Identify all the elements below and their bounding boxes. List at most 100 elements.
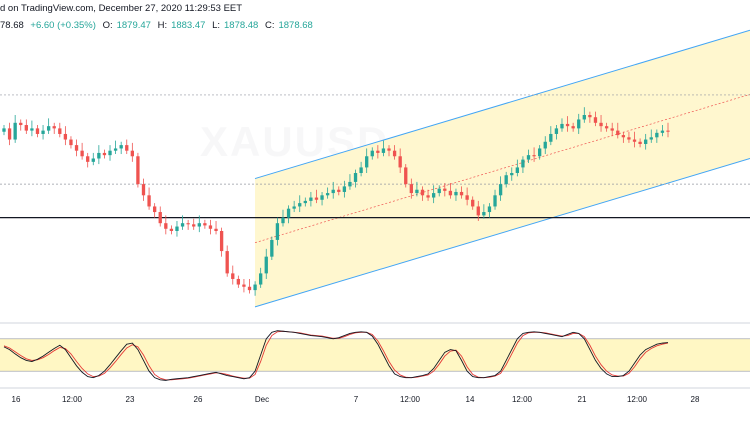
- candle-body: [353, 173, 358, 182]
- candle-body: [476, 206, 480, 216]
- low-value: 1878.48: [224, 20, 259, 31]
- publisher-text: d on TradingView.com, December 27, 2020 …: [0, 3, 243, 14]
- candle-body: [197, 223, 201, 227]
- candle-body: [264, 256, 268, 274]
- candle-body: [113, 148, 118, 151]
- candle-body: [46, 126, 51, 131]
- candle-body: [560, 123, 564, 129]
- candle-body: [376, 150, 380, 153]
- candles: [2, 107, 670, 296]
- candle-body: [108, 150, 112, 156]
- candle-body: [532, 155, 536, 157]
- candle-body: [638, 141, 642, 144]
- candle-body: [404, 167, 408, 185]
- candle-body: [571, 126, 575, 129]
- candle-body: [415, 189, 419, 194]
- stoch-band-fill: [0, 338, 750, 372]
- candle-body: [599, 122, 603, 127]
- candle-body: [259, 273, 263, 285]
- candle-body: [593, 117, 598, 123]
- open-value: 1879.47: [116, 20, 151, 31]
- candle-body: [325, 193, 330, 196]
- candle-body: [465, 195, 469, 200]
- candle-body: [175, 226, 179, 231]
- candle-body: [409, 184, 413, 194]
- candle-body: [487, 206, 492, 213]
- stoch-k-line: [3, 330, 669, 381]
- close-label: C:: [264, 20, 275, 31]
- candle-body: [147, 195, 151, 207]
- candle-body: [275, 223, 280, 240]
- candle-body: [7, 128, 12, 140]
- candle-body: [521, 159, 525, 168]
- candle-body: [649, 137, 653, 140]
- high-label: H:: [157, 20, 168, 31]
- candle-body: [35, 128, 40, 134]
- candle-body: [454, 191, 458, 196]
- candle-body: [97, 152, 101, 159]
- candle-body: [270, 239, 274, 257]
- candle-body: [381, 148, 386, 153]
- time-tick-label: 12:00: [512, 395, 533, 404]
- candle-body: [281, 217, 285, 224]
- candle-body: [58, 128, 62, 134]
- candle-body: [526, 155, 531, 160]
- candle-body: [398, 156, 402, 168]
- candle-body: [515, 167, 520, 173]
- candle-body: [621, 135, 626, 138]
- candle-body: [543, 141, 547, 149]
- candle-body: [208, 225, 213, 229]
- candle-body: [431, 193, 436, 198]
- candle-body: [102, 152, 107, 156]
- candle-body: [2, 128, 6, 132]
- candle-body: [286, 208, 291, 218]
- close-value: 1878.68: [278, 20, 313, 31]
- candle-body: [152, 206, 157, 213]
- candle-body: [660, 130, 665, 133]
- candle-body: [214, 228, 218, 231]
- candle-body: [342, 186, 347, 192]
- time-axis: 16 12:00 23 26 Dec 7 12:00 14 12:00 21 12:00 28: [0, 387, 750, 404]
- symbol-header: d on TradingView.com, December 27, 2020 …: [0, 0, 317, 31]
- candle-body: [610, 128, 614, 131]
- candle-body: [370, 150, 374, 157]
- candle-body: [459, 191, 464, 196]
- price-lines[interactable]: [0, 94, 750, 219]
- candle-body: [437, 188, 441, 194]
- candle-body: [86, 156, 90, 162]
- candle-body: [141, 184, 146, 196]
- candle-body: [504, 175, 508, 185]
- candle-body: [482, 212, 486, 216]
- candle-body: [80, 150, 84, 157]
- time-tick-label: 21: [578, 395, 587, 404]
- candle-body: [498, 184, 503, 196]
- candle-body: [510, 173, 514, 176]
- candle-body: [125, 145, 129, 151]
- candle-body: [632, 139, 637, 142]
- candle-body: [203, 223, 207, 226]
- candle-body: [298, 203, 302, 207]
- candle-body: [292, 206, 296, 209]
- candle-body: [158, 212, 162, 224]
- candle-body: [24, 125, 28, 131]
- time-tick-label: 12:00: [627, 395, 648, 404]
- candle-body: [443, 188, 447, 191]
- candle-body: [169, 228, 174, 231]
- candle-body: [320, 195, 324, 200]
- candle-body: [365, 156, 369, 168]
- regression-channel[interactable]: [254, 29, 750, 308]
- time-tick-label: 16: [12, 395, 21, 404]
- candle-body: [387, 148, 391, 151]
- candle-body: [627, 137, 631, 140]
- candle-body: [52, 126, 56, 129]
- candle-body: [666, 130, 670, 132]
- candle-body: [19, 122, 23, 126]
- candle-body: [392, 150, 397, 157]
- candle-body: [13, 122, 17, 140]
- open-label: O:: [102, 20, 113, 31]
- stochastic-panel: [0, 322, 750, 381]
- candle-body: [231, 273, 235, 279]
- channel-lower-line: [254, 158, 750, 308]
- candle-body: [136, 156, 140, 185]
